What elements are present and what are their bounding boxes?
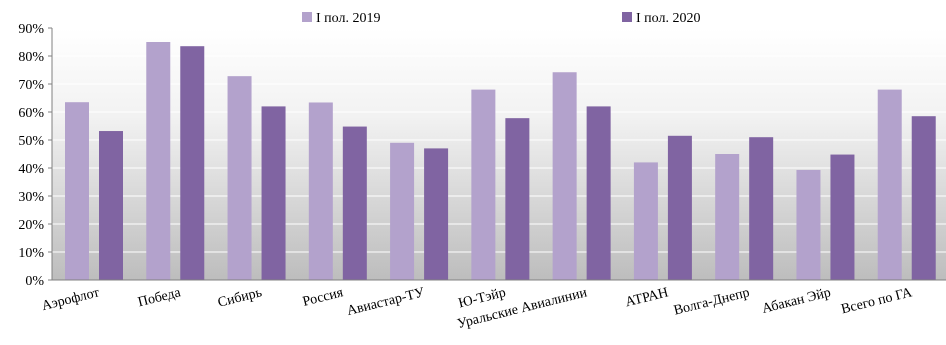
y-tick-label: 0% (25, 274, 44, 289)
bar (749, 137, 774, 280)
legend-swatch (622, 12, 632, 22)
x-tick-label: Аэрофлот (40, 285, 101, 314)
y-tick-label: 80% (18, 50, 44, 65)
bar (180, 46, 205, 281)
bar (227, 76, 252, 280)
x-tick-label: Волга-Днепр (672, 285, 751, 318)
bar (796, 169, 821, 280)
bar (715, 154, 740, 280)
y-tick-label: 90% (18, 22, 44, 37)
bar (586, 106, 611, 281)
y-tick-label: 50% (18, 134, 44, 149)
bar (911, 116, 936, 280)
bar (667, 135, 692, 280)
bar (146, 42, 171, 280)
bar (424, 148, 449, 280)
x-tick-label: Россия (301, 285, 345, 310)
bar (65, 102, 89, 280)
bar (877, 89, 902, 280)
bar (261, 106, 286, 281)
legend-label: I пол. 2020 (636, 11, 700, 26)
x-tick-label: Сибирь (216, 285, 263, 310)
bar (830, 154, 855, 280)
x-tick-labels: Аэрофлот Победа Сибирь Россия Авиастар-ТУ Ю-Т… (40, 285, 914, 332)
bar (471, 89, 496, 280)
y-tick-label: 10% (18, 246, 44, 261)
bar (342, 126, 367, 280)
bar (390, 142, 415, 280)
x-tick-label: Авиастар-ТУ (346, 285, 427, 319)
bar (552, 72, 577, 281)
bar (308, 102, 333, 280)
y-tick-label: 40% (18, 162, 44, 177)
bar (505, 118, 530, 280)
legend-label: I пол. 2019 (316, 11, 380, 26)
legend: I пол. 2019 I пол. 2020 (302, 11, 700, 26)
x-tick-label: Абакан Эйр (761, 285, 833, 317)
y-tick-label: 30% (18, 190, 44, 205)
bars (65, 42, 936, 281)
y-tick-label: 60% (18, 106, 44, 121)
y-tick-label: 20% (18, 218, 44, 233)
x-tick-label: Всего по ГА (840, 285, 915, 317)
bar (633, 162, 658, 280)
x-tick-label: АТРАН (624, 285, 670, 310)
legend-swatch (302, 12, 312, 22)
y-tick-label: 70% (18, 78, 44, 93)
x-tick-label: Победа (136, 285, 183, 310)
y-tick-labels: 0% 10% 20% 30% 40% 50% 60% 70% 80% 90% (18, 22, 52, 289)
bar (99, 131, 123, 280)
